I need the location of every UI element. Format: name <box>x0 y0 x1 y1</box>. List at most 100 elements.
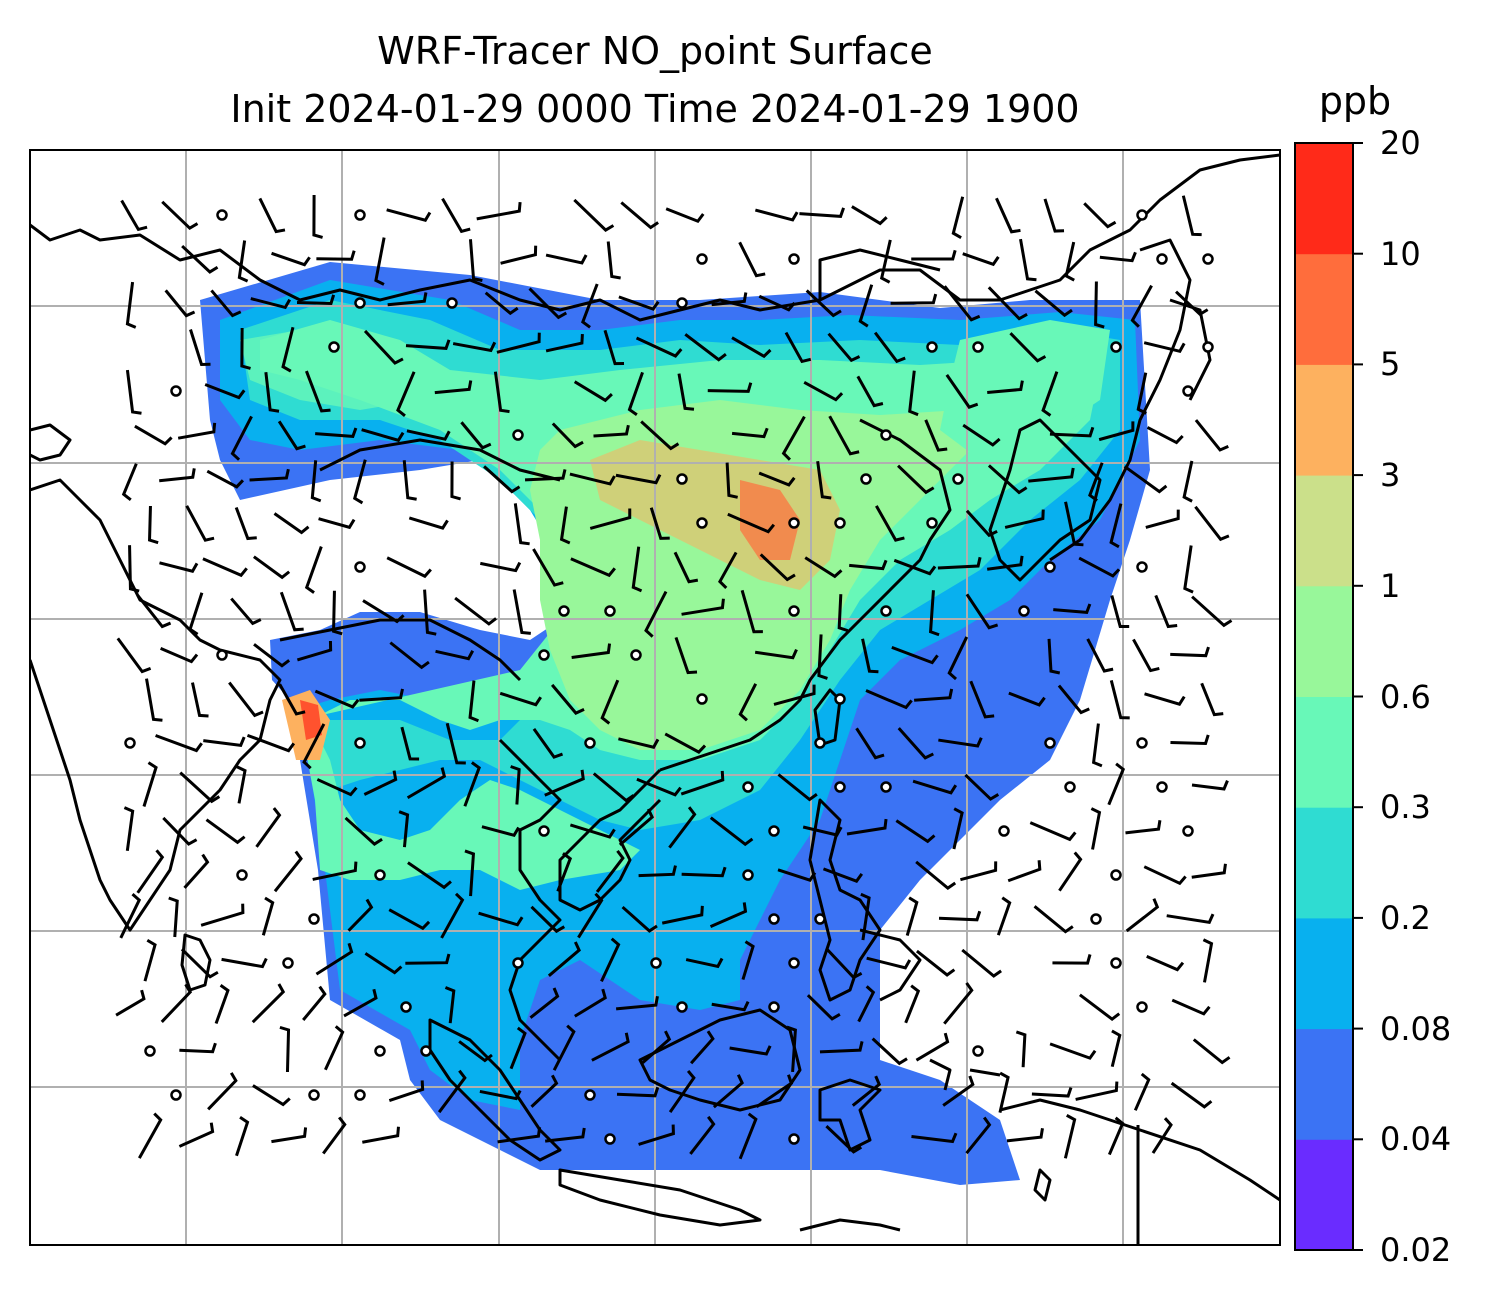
calm-wind-circle <box>650 957 662 969</box>
wind-barb <box>552 1024 576 1071</box>
wind-barb <box>857 985 876 1023</box>
calm-wind-circle <box>1136 209 1148 221</box>
wind-barb <box>136 849 165 894</box>
wind-barb <box>532 548 564 587</box>
wind-barb <box>450 461 461 501</box>
calm-wind-circle <box>788 605 800 617</box>
wind-barb <box>1091 723 1103 768</box>
calm-wind-circle <box>354 209 366 221</box>
colorbar-segment <box>1295 807 1353 919</box>
wind-barb <box>128 545 140 593</box>
calm-wind-circle <box>374 869 386 881</box>
wind-barb <box>677 373 695 411</box>
wind-barb <box>897 727 934 760</box>
wind-barb <box>500 245 538 265</box>
wind-barb <box>1075 1081 1119 1101</box>
wind-barb <box>221 957 268 969</box>
calm-wind-circle <box>170 385 182 397</box>
wind-barb <box>908 370 919 417</box>
wind-barb <box>574 988 607 1018</box>
wind-barb <box>758 471 796 487</box>
wind-barb <box>279 1025 291 1073</box>
wind-barb <box>661 905 704 925</box>
wind-barb <box>206 469 245 489</box>
calm-wind-circle <box>696 517 708 529</box>
calm-wind-circle <box>1156 253 1168 265</box>
wind-barb <box>912 779 958 795</box>
wind-barb <box>1192 1038 1231 1065</box>
wind-barb <box>712 1074 744 1109</box>
wind-barb <box>741 940 755 981</box>
wind-barb <box>315 427 358 439</box>
wind-barb <box>1047 638 1061 675</box>
wind-barb <box>636 777 682 797</box>
colorbar-unit-label: ppb <box>1318 79 1392 123</box>
calm-wind-circle <box>584 1089 596 1101</box>
wind-barb <box>255 807 282 848</box>
calm-wind-circle <box>768 825 780 837</box>
wind-barb <box>879 239 892 284</box>
wind-barb <box>312 195 323 239</box>
wind-barb <box>400 726 420 761</box>
wind-barb <box>1088 462 1104 502</box>
wind-barb <box>1099 251 1137 263</box>
wind-barb <box>509 1026 527 1070</box>
calm-wind-circle <box>1182 825 1194 837</box>
wind-barb <box>668 806 697 849</box>
colorbar-segment <box>1295 143 1353 255</box>
colorbar-tick-label: 20 <box>1380 124 1421 162</box>
wind-barb <box>202 557 248 578</box>
wind-barb <box>1049 1042 1097 1060</box>
wind-barb <box>544 769 585 797</box>
wind-barb <box>1154 594 1178 629</box>
calm-wind-circle <box>834 517 846 529</box>
calm-wind-circle <box>1202 341 1214 353</box>
wind-barb <box>1170 734 1210 746</box>
wind-barb <box>1098 421 1135 442</box>
wind-barb <box>1175 290 1209 317</box>
wind-barb <box>363 770 398 796</box>
wind-barb <box>616 1086 660 1098</box>
wind-barb <box>621 905 658 933</box>
wind-barb <box>559 506 571 545</box>
wind-barb <box>160 647 199 664</box>
wind-barb <box>316 250 356 261</box>
calm-wind-circle <box>308 913 320 925</box>
colorbar-tick-label: 0.3 <box>1380 788 1431 827</box>
wind-barb <box>786 1025 797 1073</box>
wind-barb <box>302 723 326 770</box>
wind-barb <box>664 732 707 754</box>
calm-wind-circle <box>558 605 570 617</box>
calm-wind-circle <box>880 605 892 617</box>
wind-barb <box>1170 1081 1213 1109</box>
field-hotspot-red <box>740 480 800 560</box>
wind-barb <box>314 689 360 709</box>
colorbar-segment <box>1295 253 1353 365</box>
wind-barb <box>897 464 935 495</box>
wind-barb <box>600 937 621 983</box>
wind-barb <box>362 1126 400 1144</box>
wind-barb <box>851 205 888 226</box>
wind-barb <box>479 561 522 573</box>
wind-barb <box>178 1122 215 1148</box>
wind-barb <box>484 291 519 316</box>
wind-barb <box>544 1127 586 1143</box>
wind-barb <box>595 849 625 893</box>
wind-barb <box>236 765 247 804</box>
wind-barb <box>406 767 447 800</box>
wind-barb <box>437 1069 467 1114</box>
wind-barb <box>332 590 343 636</box>
calm-wind-circle <box>1156 781 1168 793</box>
wind-barb <box>592 772 635 803</box>
wind-barb <box>615 473 662 485</box>
wind-barb <box>499 691 542 707</box>
wind-barb <box>387 292 428 307</box>
wind-barb <box>476 202 522 221</box>
wind-barb <box>866 956 912 970</box>
map-title: WRF-Tracer NO_point Surface <box>377 29 933 73</box>
calm-wind-circle <box>676 473 688 485</box>
wind-barb <box>1146 426 1184 445</box>
wind-barb <box>969 680 995 719</box>
wind-barb <box>649 507 670 540</box>
calm-wind-circle <box>880 429 892 441</box>
